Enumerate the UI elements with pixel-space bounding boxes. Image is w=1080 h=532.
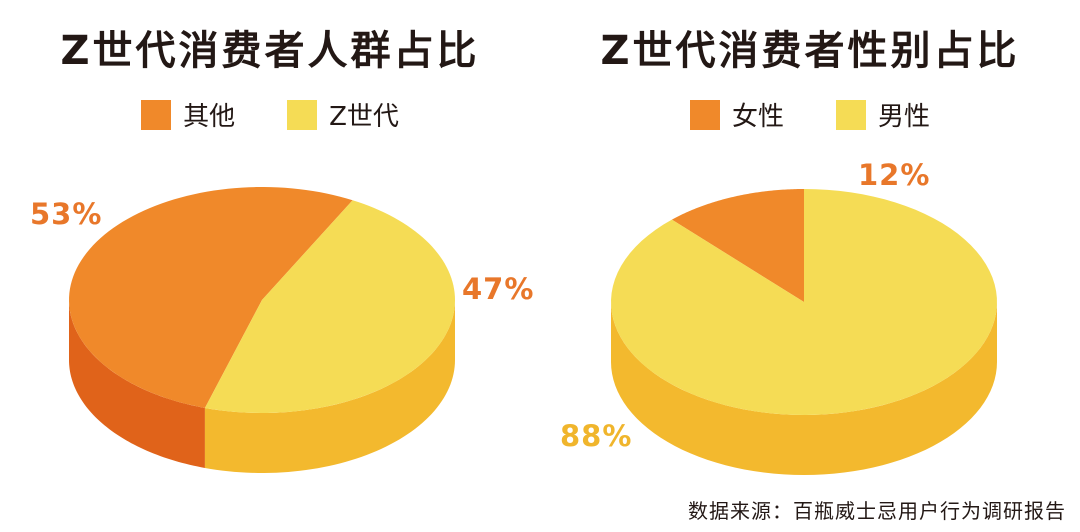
legend-item-other: 其他 bbox=[141, 96, 235, 133]
chart-panel-gender: Z世代消费者性别占比 女性 男性 12% 88% bbox=[540, 0, 1080, 490]
source-note: 数据来源：百瓶威士忌用户行为调研报告 bbox=[688, 499, 1066, 523]
legend: 女性 男性 bbox=[540, 96, 1080, 133]
pie-slice-orange bbox=[69, 187, 353, 408]
legend-swatch-yellow bbox=[287, 99, 318, 130]
pie-slice-yellow bbox=[204, 200, 455, 413]
legend-swatch-yellow bbox=[836, 99, 866, 130]
legend-item-female: 女性 bbox=[689, 96, 784, 133]
pie-slice-orange bbox=[671, 189, 804, 302]
pie-chart-population: 53% 47% bbox=[30, 187, 534, 473]
legend-label: 男性 bbox=[878, 102, 931, 132]
pie-chart-gender: 12% 88% bbox=[560, 158, 997, 475]
legend-item-male: 男性 bbox=[836, 96, 930, 133]
chart-title: Z世代消费者性别占比 bbox=[600, 28, 1020, 74]
legend-label: Z世代 bbox=[329, 102, 399, 132]
pie-side-0 bbox=[69, 300, 205, 468]
chart-panel-population: Z世代消费者人群占比 其他 Z世代 53% 47% bbox=[0, 0, 540, 490]
slice-percent-label: 12% bbox=[858, 158, 930, 192]
legend-swatch-orange bbox=[141, 99, 172, 130]
pie-slice-yellow bbox=[611, 189, 997, 415]
chart-title: Z世代消费者人群占比 bbox=[60, 28, 480, 74]
legend-swatch-orange bbox=[689, 99, 720, 130]
slice-percent-label: 53% bbox=[30, 197, 102, 231]
slice-percent-label: 88% bbox=[560, 419, 632, 453]
pie-side-1 bbox=[204, 300, 455, 473]
slice-percent-label: 47% bbox=[462, 272, 534, 306]
pie-side-1 bbox=[611, 302, 997, 475]
legend: 其他 Z世代 bbox=[0, 96, 540, 133]
legend-label: 女性 bbox=[731, 102, 784, 132]
legend-label: 其他 bbox=[183, 102, 236, 132]
legend-item-genz: Z世代 bbox=[287, 96, 399, 133]
